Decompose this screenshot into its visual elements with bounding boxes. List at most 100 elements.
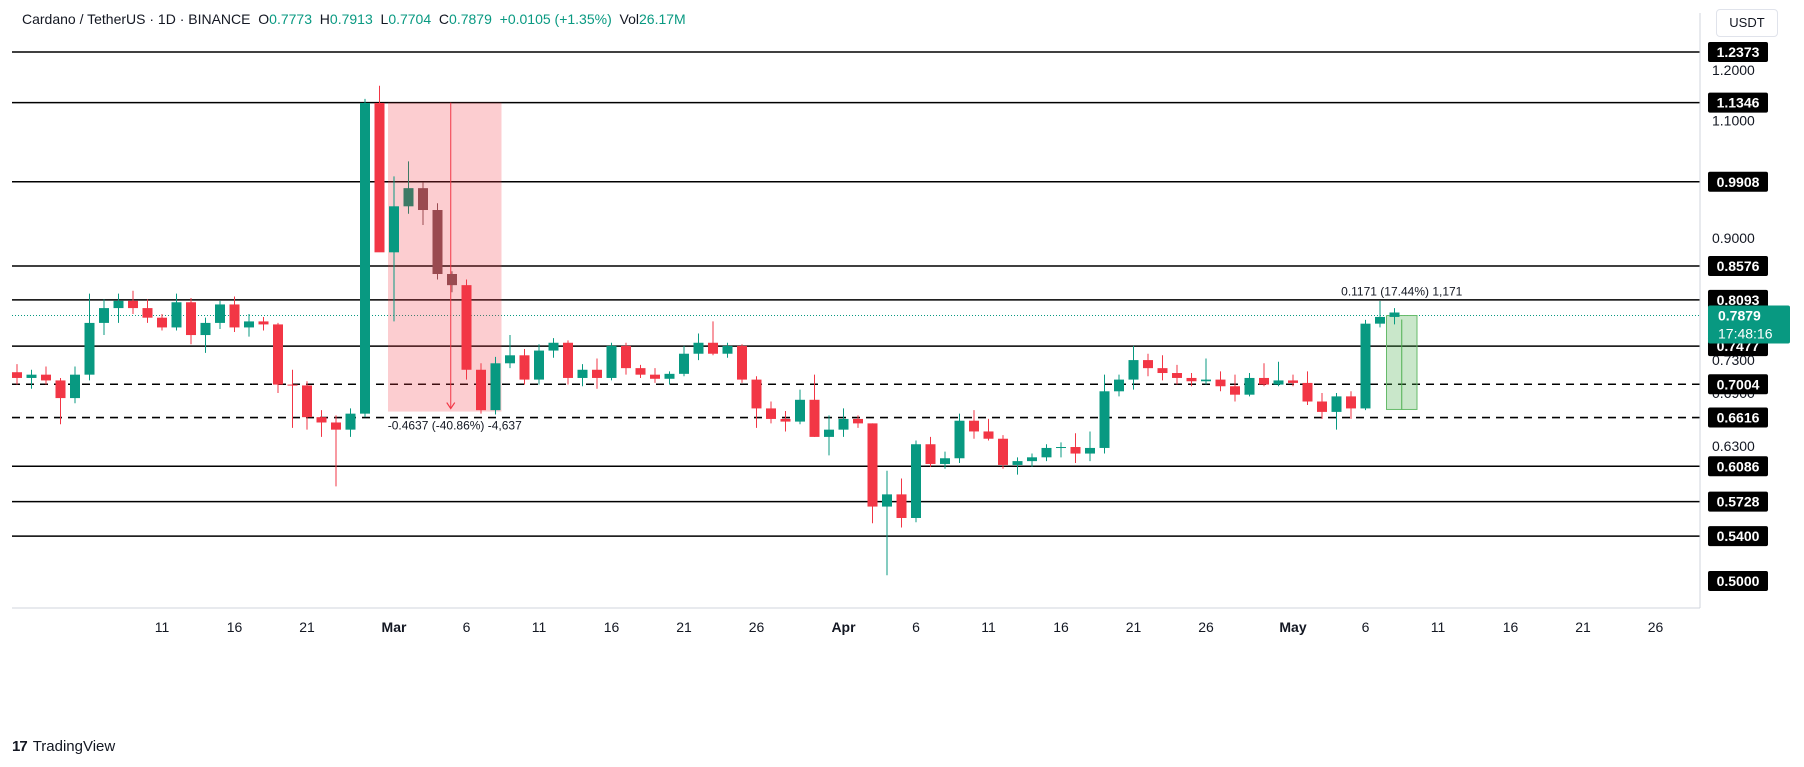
candle-body (84, 322, 95, 375)
candle-body (563, 342, 573, 378)
price-labels: 1.23731.13460.99080.85760.80930.74770.70… (1708, 42, 1790, 592)
measure-down-arrowhead (446, 402, 456, 410)
low-value: 0.7704 (388, 11, 432, 27)
measure-down-zone (388, 102, 502, 412)
candle-body (316, 417, 327, 423)
y-tick-label: 0.6300 (1712, 438, 1755, 454)
level-badge (1708, 42, 1768, 63)
level-badge (1708, 374, 1768, 395)
level-badge (1708, 407, 1768, 428)
candle-body (577, 369, 588, 378)
candle-body (983, 431, 994, 439)
candle-body (708, 342, 718, 354)
brand-name: TradingView (32, 738, 116, 755)
candle-body (838, 418, 849, 430)
candle-body (1027, 457, 1037, 462)
candle-body (171, 302, 182, 328)
y-tick-label: 0.9000 (1712, 230, 1755, 246)
candle-body (1172, 373, 1182, 378)
x-tick-label: 11 (532, 619, 547, 635)
countdown-label: 17:48:16 (1718, 326, 1773, 342)
candle-body (389, 206, 399, 253)
candle-body (128, 300, 138, 309)
candle-body (1186, 377, 1197, 382)
candle-body (186, 302, 196, 336)
measure-zones: -0.4637 (-40.86%) -4,637 0.1171 (17.44%) … (388, 102, 1463, 433)
level-badge (1708, 289, 1768, 310)
currency-button[interactable]: USDT (1716, 9, 1778, 37)
level-badge (1708, 526, 1768, 547)
candle-body (519, 355, 530, 380)
close-value: 0.7879 (449, 11, 492, 27)
candle-body (693, 342, 704, 354)
candle-body (12, 372, 22, 378)
candle-body (447, 273, 457, 286)
candle-body (780, 418, 791, 422)
x-tick-label: Mar (382, 619, 407, 635)
x-tick-label: 26 (1648, 619, 1664, 635)
candle-body (1375, 316, 1385, 324)
candle-body (1085, 447, 1095, 454)
candle-body (882, 494, 892, 507)
candle-body (490, 363, 501, 411)
candle-body (998, 438, 1008, 465)
x-tick-label: 21 (1575, 619, 1591, 635)
candle-body (766, 408, 776, 419)
candle-body (650, 374, 660, 379)
candle-body (534, 350, 544, 380)
candle-body (302, 385, 312, 418)
candle-body (737, 345, 747, 380)
candle-body (954, 420, 965, 459)
x-tick-label: 26 (1198, 619, 1214, 635)
level-label: 0.8093 (1717, 292, 1760, 308)
candle-body (331, 422, 341, 430)
level-label: 1.2373 (1717, 44, 1760, 60)
candle-body (1070, 447, 1081, 454)
open-value: 0.7773 (269, 11, 312, 27)
x-tick-label: 21 (299, 619, 315, 635)
candle-body (1056, 447, 1066, 449)
x-tick-label: 6 (912, 619, 920, 635)
axes: 1.20001.10000.90000.73000.69000.63000.50… (12, 13, 1755, 635)
candle-body (215, 304, 225, 323)
candle-body (1099, 391, 1110, 448)
level-label: 0.8576 (1717, 258, 1760, 274)
candle-body (505, 355, 515, 364)
level-badge (1708, 491, 1768, 512)
x-tick-label: 11 (981, 619, 996, 635)
y-tick-label: 1.1000 (1712, 113, 1755, 129)
level-label: 0.5728 (1717, 494, 1760, 510)
candle-body (1302, 382, 1313, 402)
candle-body (258, 321, 269, 325)
candle-body (476, 369, 486, 411)
level-label: 0.6086 (1717, 458, 1760, 474)
candle-body (113, 300, 124, 309)
candle-body (969, 420, 979, 432)
candle-body (853, 418, 863, 424)
candle-body (809, 399, 820, 437)
current-price-badge (1708, 305, 1790, 344)
volume-label: Vol (619, 11, 639, 27)
volume-value: 26.17M (639, 11, 686, 27)
measure-up-label: 0.1171 (17.44%) 1,171 (1341, 285, 1463, 299)
candles (12, 85, 1400, 576)
candle-body (374, 102, 385, 253)
level-badge (1708, 171, 1768, 192)
candle-body (824, 429, 834, 437)
tradingview-brand[interactable]: 17 TradingView (12, 738, 115, 755)
tradingview-logo-icon: 17 (12, 738, 28, 755)
candle-body (1360, 323, 1371, 409)
x-tick-label: 16 (604, 619, 620, 635)
x-tick-label: 16 (1053, 619, 1069, 635)
open-label: O (258, 11, 270, 27)
level-badge (1708, 92, 1768, 113)
candle-body (70, 374, 80, 399)
x-tick-label: 16 (1503, 619, 1519, 635)
candle-body (1331, 396, 1342, 412)
level-label: 0.5000 (1717, 573, 1760, 589)
candle-body (345, 413, 356, 430)
candle-body (1114, 379, 1124, 392)
candle-body (664, 373, 675, 379)
candle-body (432, 210, 443, 274)
